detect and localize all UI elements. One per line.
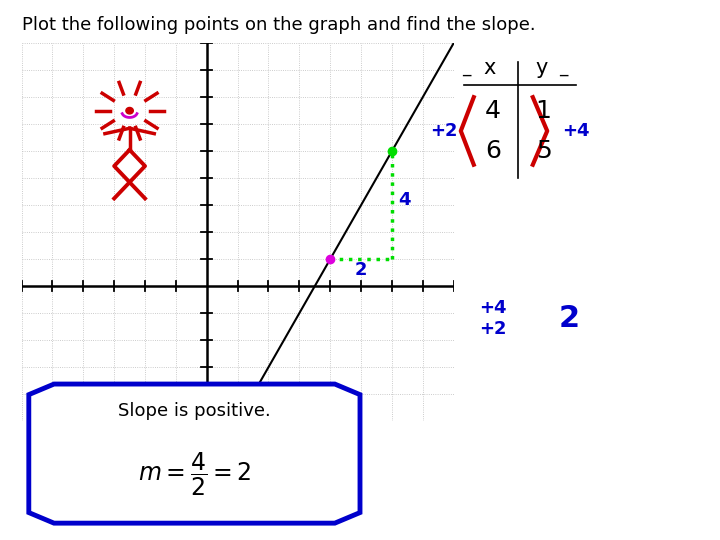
Text: 2: 2 (558, 304, 580, 333)
Text: x: x (483, 57, 496, 78)
Text: +4: +4 (480, 299, 507, 317)
Text: _: _ (462, 58, 471, 77)
Text: Plot the following points on the graph and find the slope.: Plot the following points on the graph a… (22, 16, 535, 34)
Text: +2: +2 (480, 320, 507, 339)
Text: +4: +4 (562, 122, 590, 140)
Text: $m = \dfrac{4}{2} = 2$: $m = \dfrac{4}{2} = 2$ (138, 451, 251, 498)
Text: 5: 5 (536, 139, 552, 163)
Circle shape (126, 107, 133, 114)
Text: _: _ (559, 58, 567, 77)
Text: 1: 1 (536, 99, 552, 123)
PathPatch shape (29, 384, 360, 523)
Text: Slope is positive.: Slope is positive. (118, 402, 271, 420)
Text: 4: 4 (485, 99, 501, 123)
Text: 6: 6 (485, 139, 501, 163)
Text: y: y (535, 57, 548, 78)
Text: 2: 2 (355, 261, 367, 279)
Text: 4: 4 (398, 191, 410, 209)
Text: +2: +2 (431, 122, 458, 140)
